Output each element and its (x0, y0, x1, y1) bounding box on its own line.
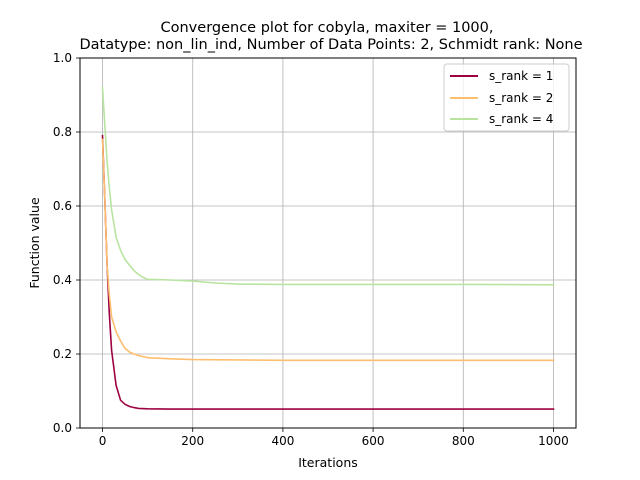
series-line-2 (101, 138, 555, 362)
series-lines (101, 86, 555, 410)
series-line-3 (101, 86, 555, 286)
x-tick-label: 600 (362, 434, 385, 448)
y-tick-label: 0.6 (53, 199, 72, 213)
x-axis-label: Iterations (298, 455, 358, 470)
legend-label-s-rank-2: s_rank = 2 (489, 91, 553, 105)
x-tick-label: 800 (452, 434, 475, 448)
legend-label-s-rank-4: s_rank = 4 (489, 112, 553, 126)
y-tick-label: 0.0 (53, 421, 72, 435)
legend-box (443, 63, 570, 132)
y-tick-label: 0.4 (53, 273, 72, 287)
y-tick-label: 0.8 (53, 125, 72, 139)
x-tick-label: 400 (271, 434, 294, 448)
y-axis-label: Function value (27, 197, 42, 289)
y-tick-label: 0.2 (53, 347, 72, 361)
plot-frame (79, 57, 577, 429)
x-tick-label: 0 (99, 434, 107, 448)
x-tick-label: 1000 (538, 434, 569, 448)
y-tick-label: 1.0 (53, 51, 72, 65)
series-line-1 (101, 134, 555, 410)
legend-label-s-rank-1: s_rank = 1 (489, 69, 553, 83)
x-tick-label: 200 (181, 434, 204, 448)
axis-ticks: 0 200 400 600 800 1000 0.0 0.2 0.4 0.6 0.8 1.0 (53, 51, 569, 448)
legend: s_rank = 1 s_rank = 2 s_rank = 4 (443, 63, 570, 132)
chart-title-line-2: Datatype: non_lin_ind, Number of Data Po… (79, 37, 582, 53)
chart-title-line-1: Convergence plot for cobyla, maxiter = 1… (161, 20, 494, 36)
